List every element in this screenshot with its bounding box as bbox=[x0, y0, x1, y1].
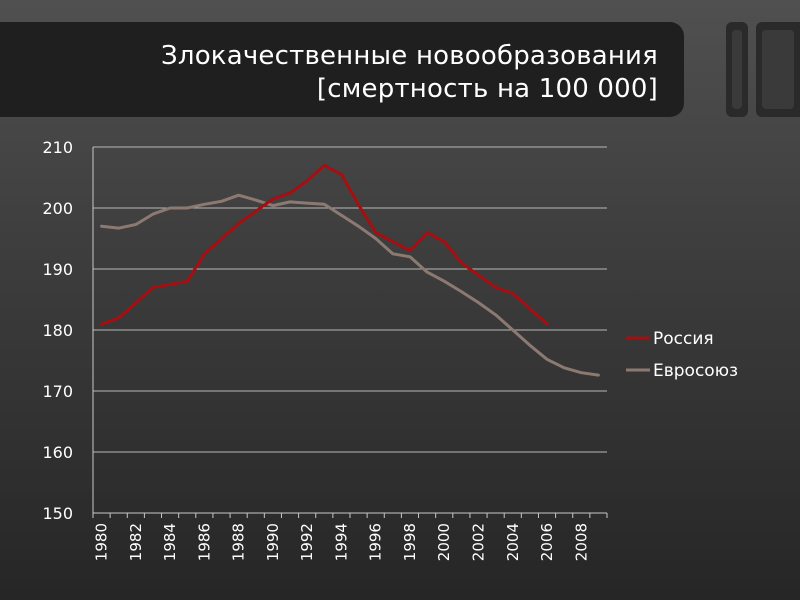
decor-bar-right bbox=[756, 22, 800, 117]
legend-label-russia: Россия bbox=[653, 329, 714, 349]
y-tick-label-180: 180 bbox=[42, 321, 73, 340]
x-tick-label-1982: 1982 bbox=[127, 523, 145, 561]
y-tick-label-170: 170 bbox=[42, 382, 73, 401]
x-tick-label-1988: 1988 bbox=[230, 523, 248, 561]
x-tick-label-2006: 2006 bbox=[538, 523, 556, 561]
x-tick-label-1984: 1984 bbox=[161, 523, 179, 561]
x-tick-labels: 1980 1982 1984 1986 1988 1990 1992 1994 1996 1998… bbox=[93, 523, 591, 561]
legend: Россия Евросоюз bbox=[626, 329, 738, 381]
title-line-2: [смертность на 100 000] bbox=[316, 74, 658, 104]
y-tick-label-160: 160 bbox=[42, 443, 73, 462]
x-tick-label-1990: 1990 bbox=[264, 523, 282, 561]
title-line-1: Злокачественные новообразования bbox=[161, 41, 658, 71]
x-tick-label-1994: 1994 bbox=[332, 523, 350, 561]
x-tick-label-1980: 1980 bbox=[93, 523, 111, 561]
slide-title: Злокачественные новообразования [смертно… bbox=[161, 40, 658, 106]
x-tick-label-2002: 2002 bbox=[470, 523, 488, 561]
y-tick-label-150: 150 bbox=[42, 504, 73, 523]
y-tick-labels: 150 160 170 180 190 200 210 bbox=[42, 138, 73, 523]
x-tick-label-2008: 2008 bbox=[572, 523, 590, 561]
title-band: Злокачественные новообразования [смертно… bbox=[0, 22, 684, 117]
legend-label-eu: Евросоюз bbox=[653, 361, 738, 381]
series-lines bbox=[100, 163, 600, 377]
series-line-russia bbox=[100, 163, 549, 326]
x-tick-label-1986: 1986 bbox=[195, 523, 213, 561]
x-tick-label-1996: 1996 bbox=[367, 523, 385, 561]
series-line-eu bbox=[100, 193, 600, 377]
y-tick-label-190: 190 bbox=[42, 260, 73, 279]
x-tick-label-2000: 2000 bbox=[435, 523, 453, 561]
y-tick-label-200: 200 bbox=[42, 199, 73, 218]
decor-bar-left bbox=[726, 22, 748, 117]
x-tick-label-2004: 2004 bbox=[504, 523, 522, 561]
y-tick-label-210: 210 bbox=[42, 138, 73, 157]
grid-lines bbox=[93, 146, 607, 453]
x-tick-label-1998: 1998 bbox=[401, 523, 419, 561]
x-tick-label-1992: 1992 bbox=[298, 523, 316, 561]
axes bbox=[92, 147, 608, 518]
